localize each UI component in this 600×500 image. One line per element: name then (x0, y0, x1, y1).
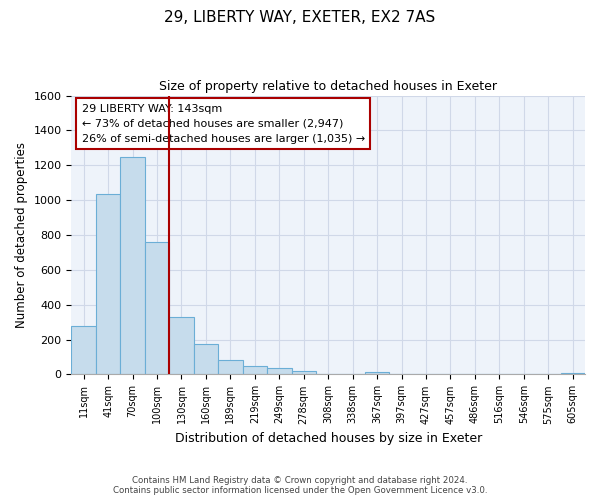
Bar (121, 158, 145, 374)
Bar (242, 366, 267, 374)
Bar (145, 242, 169, 374)
Bar (218, 360, 242, 374)
Bar (560, 373, 585, 374)
Text: Contains HM Land Registry data © Crown copyright and database right 2024.
Contai: Contains HM Land Registry data © Crown c… (113, 476, 487, 495)
X-axis label: Distribution of detached houses by size in Exeter: Distribution of detached houses by size … (175, 432, 482, 445)
Title: Size of property relative to detached houses in Exeter: Size of property relative to detached ho… (159, 80, 497, 93)
Text: 29 LIBERTY WAY: 143sqm
← 73% of detached houses are smaller (2,947)
26% of semi-: 29 LIBERTY WAY: 143sqm ← 73% of detached… (82, 104, 365, 144)
Bar (96, 194, 121, 374)
Bar (169, 317, 194, 374)
Text: 29, LIBERTY WAY, EXETER, EX2 7AS: 29, LIBERTY WAY, EXETER, EX2 7AS (164, 10, 436, 25)
Bar (292, 371, 316, 374)
Bar (194, 344, 218, 374)
Bar (365, 372, 389, 374)
Bar (71, 326, 96, 374)
Y-axis label: Number of detached properties: Number of detached properties (15, 142, 28, 328)
Bar (267, 368, 292, 374)
